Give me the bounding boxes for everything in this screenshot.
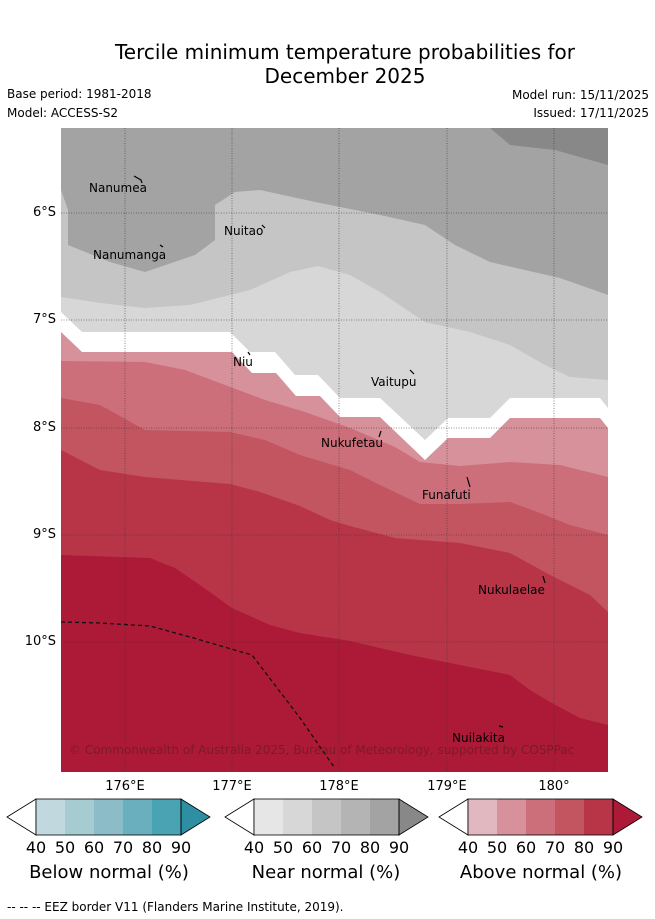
colorbar-near-tick: 50 xyxy=(272,838,294,857)
colorbar-below-over-arrow xyxy=(180,798,211,836)
colorbar-near-normal xyxy=(224,798,429,836)
colorbar-title-above: Above normal (%) xyxy=(459,862,623,883)
colorbar-near-tick: 60 xyxy=(301,838,323,857)
colorbar-near-swatch xyxy=(341,799,370,835)
colorbar-above-tick: 70 xyxy=(544,838,566,857)
copyright-notice: © Commonwealth of Australia 2025, Bureau… xyxy=(69,743,574,757)
place-label-nanumanga: Nanumanga xyxy=(93,248,166,262)
graticule xyxy=(61,128,608,772)
colorbar-above-tick: 50 xyxy=(486,838,508,857)
near-normal-90-band xyxy=(490,128,608,165)
model-name: Model: ACCESS-S2 xyxy=(7,106,119,120)
colorbar-below-under-arrow xyxy=(6,798,37,836)
colorbar-near-swatch xyxy=(283,799,312,835)
colorbar-above-outline xyxy=(467,798,614,836)
place-label-nuitao: Nuitao xyxy=(224,224,263,238)
eez-legend-footer: -- -- -- EEZ border V11 (Flanders Marine… xyxy=(7,900,344,914)
colorbar-below-tick: 40 xyxy=(25,838,47,857)
colorbar-below-swatch xyxy=(36,799,65,835)
colorbar-above-tick: 80 xyxy=(573,838,595,857)
colorbar-near-swatch xyxy=(254,799,283,835)
colorbar-below-tick: 70 xyxy=(112,838,134,857)
colorbar-above-swatch xyxy=(555,799,584,835)
colorbar-near-tick: 90 xyxy=(388,838,410,857)
lon-tick-179e: 179°E xyxy=(427,779,467,794)
title-line-1: Tercile minimum temperature probabilitie… xyxy=(114,40,576,64)
lat-tick-8s: 8°S xyxy=(32,420,56,435)
lat-tick-6s: 6°S xyxy=(32,205,56,220)
colorbar-near-tick: 80 xyxy=(359,838,381,857)
colorbar-above-swatch xyxy=(468,799,497,835)
place-label-nanumea: Nanumea xyxy=(89,181,147,195)
place-label-nukulaelae: Nukulaelae xyxy=(478,583,545,597)
lon-tick-177e: 177°E xyxy=(212,779,252,794)
colorbar-below-tick: 80 xyxy=(141,838,163,857)
colorbar-near-tick: 40 xyxy=(243,838,265,857)
colorbar-below-swatch xyxy=(123,799,152,835)
place-label-nukufetau: Nukufetau xyxy=(321,436,383,450)
lat-tick-10s: 10°S xyxy=(24,634,56,649)
map-title: Tercile minimum temperature probabilitie… xyxy=(0,40,655,88)
colorbar-near-swatch xyxy=(370,799,399,835)
lon-tick-176e: 176°E xyxy=(105,779,145,794)
colorbar-near-swatch xyxy=(312,799,341,835)
lat-tick-7s: 7°S xyxy=(32,312,56,327)
place-label-nuilakita: Nuilakita xyxy=(452,731,505,745)
lon-tick-180: 180° xyxy=(538,779,570,794)
colorbar-above-tick: 40 xyxy=(457,838,479,857)
island-marks xyxy=(133,175,546,728)
model-run: Model run: 15/11/2025 xyxy=(511,88,649,102)
base-period: Base period: 1981-2018 xyxy=(7,87,152,101)
colorbar-below-tick: 60 xyxy=(83,838,105,857)
colorbar-above-swatch xyxy=(526,799,555,835)
place-label-niu: Niu xyxy=(233,355,253,369)
issued-date: Issued: 17/11/2025 xyxy=(533,106,649,120)
lon-tick-178e: 178°E xyxy=(319,779,359,794)
colorbar-above-tick: 90 xyxy=(602,838,624,857)
lat-tick-9s: 9°S xyxy=(32,527,56,542)
colorbar-below-tick: 50 xyxy=(54,838,76,857)
colorbar-below-swatch xyxy=(152,799,181,835)
colorbar-below-swatch xyxy=(65,799,94,835)
map-plot: Nanumea Nanumanga Nuitao Niu Vaitupu Nuk… xyxy=(60,128,608,772)
colorbar-near-outline xyxy=(253,798,400,836)
colorbar-below-tick: 90 xyxy=(170,838,192,857)
colorbar-title-near: Near normal (%) xyxy=(251,862,401,883)
colorbar-title-below: Below normal (%) xyxy=(29,862,189,883)
place-label-vaitupu: Vaitupu xyxy=(371,375,417,389)
above-normal-90-band xyxy=(61,555,608,772)
colorbar-above-over-arrow xyxy=(612,798,643,836)
colorbar-below-swatch xyxy=(94,799,123,835)
colorbar-above-normal xyxy=(438,798,643,836)
place-label-funafuti: Funafuti xyxy=(422,488,471,502)
colorbar-near-tick: 70 xyxy=(330,838,352,857)
eez-border-line xyxy=(60,621,335,768)
colorbar-near-under-arrow xyxy=(224,798,255,836)
colorbar-below-normal xyxy=(6,798,211,836)
colorbar-above-tick: 60 xyxy=(515,838,537,857)
colorbar-above-swatch xyxy=(584,799,613,835)
colorbar-above-swatch xyxy=(497,799,526,835)
colorbar-above-under-arrow xyxy=(438,798,469,836)
colorbar-near-over-arrow xyxy=(398,798,429,836)
colorbar-below-outline xyxy=(35,798,182,836)
title-line-2: December 2025 xyxy=(264,64,426,88)
